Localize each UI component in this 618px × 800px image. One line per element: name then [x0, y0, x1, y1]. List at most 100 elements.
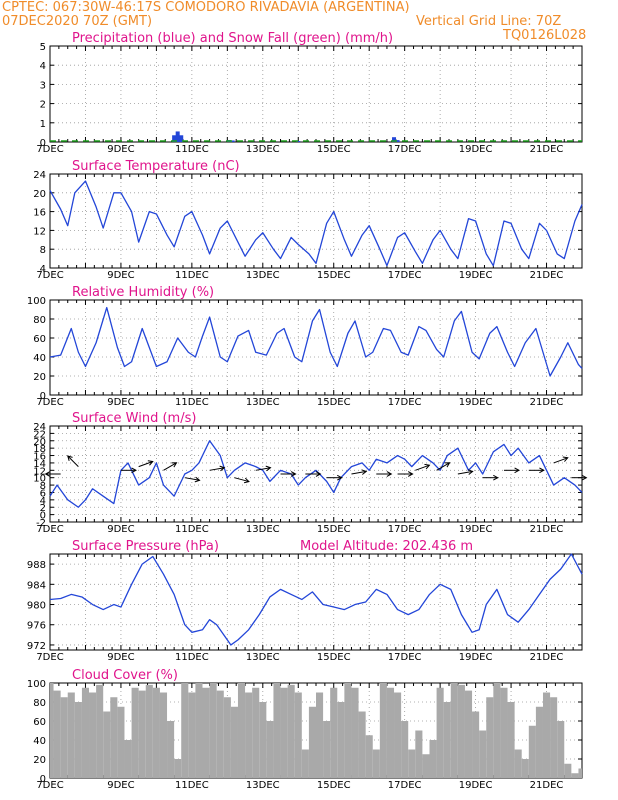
- precip-ytick-label: 0: [40, 138, 46, 149]
- temp-frame: [49, 173, 583, 269]
- cloud-bar: [74, 702, 82, 778]
- cloud-bar: [535, 706, 543, 778]
- wind-arrow: [255, 467, 271, 471]
- rh-ytick-label: 40: [33, 353, 46, 364]
- pres-xtick-label: 17DEC: [388, 652, 422, 663]
- cloud-bar: [457, 684, 465, 778]
- precip-xtick-label: 21DEC: [530, 144, 564, 155]
- header-date: 07DEC2020 70Z (GMT): [2, 14, 153, 29]
- cloud-bar: [394, 692, 402, 778]
- cloud-bar: [436, 687, 444, 778]
- precip-xtick-label: 11DEC: [175, 144, 209, 155]
- wind-arrow: [209, 467, 225, 471]
- wind-arrow-head: [562, 456, 569, 462]
- cloud-bar: [415, 730, 423, 778]
- wind-arrow-head: [514, 467, 521, 474]
- cloud-bar: [67, 692, 75, 778]
- rh-xtick-label: 15DEC: [317, 397, 351, 408]
- cloud-bar: [479, 730, 487, 778]
- cloud-bar: [316, 692, 324, 778]
- cloud-ytick-label: 0: [40, 774, 46, 785]
- temp-xtick-label: 13DEC: [246, 270, 280, 281]
- pres-ytick-label: 984: [27, 580, 46, 591]
- rh-title: Relative Humidity (%): [72, 285, 214, 300]
- cloud-bar: [188, 692, 196, 778]
- pres-ytick-label: 972: [27, 641, 46, 652]
- wind-arrow: [67, 455, 79, 467]
- wind-arrow-head: [361, 469, 368, 475]
- wind-arrow-head: [171, 462, 178, 468]
- wind-ytick-label: 18: [33, 444, 46, 455]
- wind-arrow-head: [290, 471, 297, 477]
- wind-arrow: [163, 462, 177, 471]
- cloud-bar: [103, 711, 111, 778]
- temp-ytick-label: 24: [33, 170, 46, 181]
- cloud-bar: [145, 684, 153, 778]
- rh-ytick-label: 20: [33, 372, 46, 383]
- rh-ytick-label: 100: [27, 296, 46, 307]
- cloud-bar: [386, 687, 395, 778]
- cloud-bar: [578, 768, 582, 778]
- temp-xtick-label: 19DEC: [459, 270, 493, 281]
- temp-ytick-label: 16: [33, 208, 46, 219]
- precip-ytick-label: 3: [40, 80, 46, 91]
- cloud-ytick-label: 40: [33, 736, 46, 747]
- precip-title: Precipitation (blue) and Snow Fall (gree…: [72, 31, 393, 46]
- cloud-bar: [50, 683, 54, 778]
- wind-arrow: [457, 470, 473, 475]
- cloud-bar: [507, 702, 515, 778]
- precip-ytick-label: 2: [40, 100, 46, 111]
- cloud-xtick-label: 13DEC: [246, 780, 280, 791]
- cloud-xtick-label: 15DEC: [317, 780, 351, 791]
- precip-xtick-label: 13DEC: [246, 144, 280, 155]
- wind-xtick-label: 13DEC: [246, 524, 280, 535]
- cloud-bar: [209, 683, 217, 778]
- rh-xtick-label: 7DEC: [36, 397, 63, 408]
- cloud-bar: [252, 687, 260, 778]
- cloud-xtick-label: 19DEC: [459, 780, 493, 791]
- cloud-bar: [486, 697, 494, 778]
- cloud-bar: [53, 690, 61, 778]
- cloud-bar: [60, 697, 68, 778]
- cloud-bar: [266, 721, 274, 778]
- cloud-bar: [372, 749, 380, 778]
- wind-series-line: [49, 440, 583, 508]
- wind-arrow-head: [539, 467, 545, 474]
- cloud-bar: [223, 697, 231, 778]
- cloud-title: Cloud Cover (%): [72, 668, 178, 683]
- wind-xtick-label: 15DEC: [317, 524, 351, 535]
- precip-bar: [296, 141, 301, 142]
- wind-arrow: [436, 462, 450, 471]
- cloud-bar: [500, 687, 508, 778]
- pres-title: Surface Pressure (hPa): [72, 539, 219, 554]
- cloud-bar: [365, 735, 373, 778]
- precip-bar: [395, 140, 400, 142]
- cloud-bar: [301, 749, 309, 778]
- cloud-xtick-label: 17DEC: [388, 780, 422, 791]
- cloud-bar: [514, 749, 522, 778]
- cloud-bar: [195, 683, 203, 778]
- cloud-xtick-label: 11DEC: [175, 780, 209, 791]
- pres-xtick-label: 13DEC: [246, 652, 280, 663]
- pres-xtick-label: 7DEC: [36, 652, 63, 663]
- header-model-id: TQ0126L028: [503, 28, 587, 43]
- cloud-bar: [117, 706, 125, 778]
- pres-xtick-label: 19DEC: [459, 652, 493, 663]
- wind-ytick-label: -2: [36, 518, 46, 529]
- wind-arrow-head: [315, 471, 322, 477]
- cloud-bar: [330, 687, 338, 778]
- rh-xtick-label: 13DEC: [246, 397, 280, 408]
- cloud-bar: [358, 711, 366, 778]
- cloud-bar: [159, 692, 168, 778]
- temp-xtick-label: 11DEC: [175, 270, 209, 281]
- pres-xtick-label: 15DEC: [317, 652, 351, 663]
- wind-ytick-label: 0: [40, 511, 46, 522]
- wind-arrow-head: [337, 474, 343, 481]
- cloud-bar: [493, 683, 501, 778]
- wind-arrow-head: [219, 465, 226, 472]
- precip-bar: [230, 140, 235, 142]
- precip-frame: [49, 45, 583, 143]
- cloud-xtick-label: 9DEC: [107, 780, 134, 791]
- wind-arrow: [138, 461, 153, 468]
- wind-arrow-head: [424, 463, 431, 470]
